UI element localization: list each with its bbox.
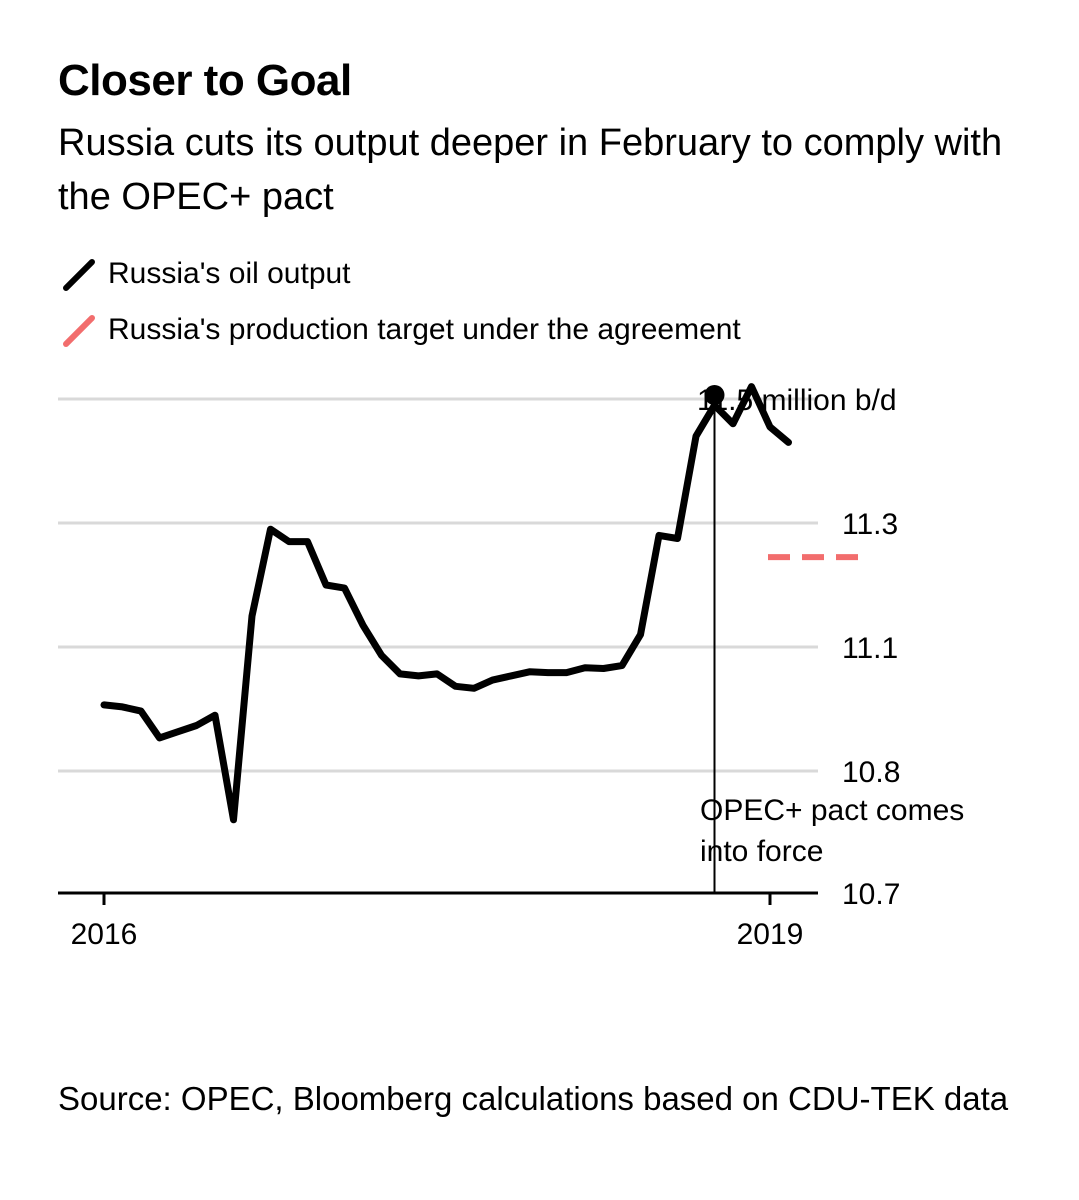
oil-output-point	[658, 534, 660, 536]
opec-pact-annotation: OPEC+ pact comes into force	[700, 794, 964, 868]
oil-output-point	[547, 672, 549, 674]
series-oil-output-points	[103, 386, 789, 821]
oil-output-point	[196, 725, 197, 726]
series-oil-output	[100, 383, 792, 824]
source-note: Source: OPEC, Bloomberg calculations bas…	[58, 1080, 1009, 1117]
oil-output-point	[677, 538, 678, 539]
peak-annotation: 11.5 million b/d	[697, 384, 897, 417]
chart-subtitle: Russia cuts its output deeper in Februar…	[58, 122, 1003, 218]
legend-item-oil-output: Russia's oil output	[58, 246, 741, 302]
y-tick-label: 11.3	[842, 508, 898, 541]
y-tick-label: 11.1	[842, 632, 898, 665]
oil-output-point	[566, 672, 567, 674]
x-axis-ticks: 2016 2019	[71, 893, 804, 951]
oil-output-point	[362, 624, 364, 626]
legend-swatch-production-target	[63, 315, 95, 347]
oil-output-point	[122, 706, 123, 708]
oil-output-point	[177, 731, 179, 733]
oil-output-point	[344, 587, 345, 589]
oil-output-point	[455, 685, 456, 687]
oil-output-point	[529, 671, 530, 673]
y-axis-labels: 10.7 10.8 11.1 11.3	[842, 508, 900, 911]
legend: Russia's oil output Russia's production …	[58, 246, 741, 358]
oil-output-point	[621, 665, 623, 667]
oil-output-point	[270, 528, 271, 530]
oil-output-point	[732, 423, 734, 425]
x-tick-label: 2019	[737, 918, 804, 951]
oil-output-point	[788, 441, 789, 443]
line-chart: 2016 2019 10.7 10.8 11.1 11.3 OPEC+ pact com…	[58, 383, 964, 951]
legend-label-oil-output: Russia's oil output	[108, 257, 351, 290]
oil-output-point	[695, 435, 697, 437]
oil-output-point	[473, 687, 475, 689]
oil-output-point	[381, 654, 382, 656]
oil-output-point	[492, 679, 493, 681]
oil-output-point	[140, 710, 142, 712]
legend-swatch-oil-output	[63, 259, 95, 291]
oil-output-point	[325, 584, 327, 586]
oil-output-point	[307, 541, 308, 543]
peak-marker-dot	[704, 385, 725, 405]
y-tick-label: 10.7	[842, 878, 900, 911]
legend-item-production-target: Russia's production target under the agr…	[58, 302, 741, 358]
oil-output-point	[640, 634, 641, 636]
oil-output-point	[769, 426, 771, 428]
oil-output-point	[510, 675, 512, 677]
oil-output-point	[418, 675, 419, 677]
y-tick-label: 10.8	[842, 756, 900, 789]
oil-output-point	[251, 615, 253, 617]
oil-output-point	[233, 819, 234, 821]
oil-output-point	[159, 737, 160, 739]
oil-output-point	[584, 667, 586, 669]
legend-label-production-target: Russia's production target under the agr…	[108, 313, 741, 346]
oil-output-point	[399, 673, 401, 675]
oil-output-point	[214, 714, 216, 716]
oil-output-point	[603, 668, 604, 669]
oil-output-point	[103, 704, 105, 706]
oil-output-point	[288, 541, 290, 543]
oil-output-point	[751, 386, 752, 388]
gridlines	[58, 397, 818, 773]
oil-output-point	[436, 673, 438, 675]
x-tick-label: 2016	[71, 918, 138, 951]
chart-title: Closer to Goal	[58, 56, 352, 105]
